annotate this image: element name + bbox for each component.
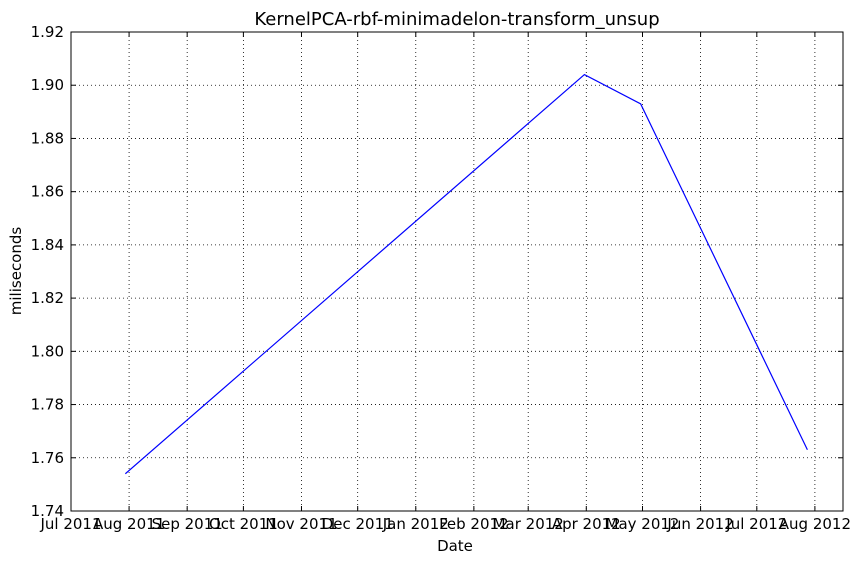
grid — [71, 32, 843, 511]
x-axis-label: Date — [437, 537, 473, 555]
x-tick-label: Jul 2012 — [725, 515, 787, 533]
plot-frame — [70, 31, 844, 512]
y-tick-label: 1.90 — [31, 76, 64, 94]
y-tick-label: 1.80 — [31, 342, 64, 360]
series-line — [124, 73, 808, 475]
y-tick-label: 1.84 — [31, 236, 64, 254]
x-tick-label: Feb 2012 — [439, 515, 509, 533]
x-tick-label: Jul 2011 — [39, 515, 101, 533]
y-tick-label: 1.92 — [31, 23, 64, 41]
y-tick-label: 1.88 — [31, 129, 64, 147]
y-tick-label: 1.82 — [31, 289, 64, 307]
x-tick-label: Sep 2011 — [152, 515, 223, 533]
y-axis-label: miliseconds — [7, 227, 25, 316]
x-tick-label: Mar 2012 — [493, 515, 564, 533]
ticks: 1.74 1.76 1.78 1.80 1.82 1.84 1.86 1.88 1.90 1.92… — [31, 23, 851, 533]
y-tick-label: 1.76 — [31, 449, 64, 467]
x-tick-label: Jan 2012 — [382, 515, 449, 533]
x-tick-label: Aug 2011 — [93, 515, 165, 533]
y-tick-label: 1.86 — [31, 183, 64, 201]
y-tick-label: 1.74 — [31, 502, 64, 520]
x-tick-label: May 2012 — [606, 515, 680, 533]
x-tick-label: Aug 2012 — [779, 515, 851, 533]
chart-title: KernelPCA-rbf-minimadelon-transform_unsu… — [254, 9, 659, 30]
x-tick-label: Oct 2011 — [209, 515, 278, 533]
y-tick-label: 1.78 — [31, 396, 64, 414]
series-layer — [124, 73, 808, 475]
x-tick-label: Apr 2012 — [552, 515, 621, 533]
x-tick-label: Nov 2011 — [265, 515, 337, 533]
x-tick-label: Jun 2012 — [666, 515, 733, 533]
x-tick-label: Dec 2011 — [322, 515, 394, 533]
